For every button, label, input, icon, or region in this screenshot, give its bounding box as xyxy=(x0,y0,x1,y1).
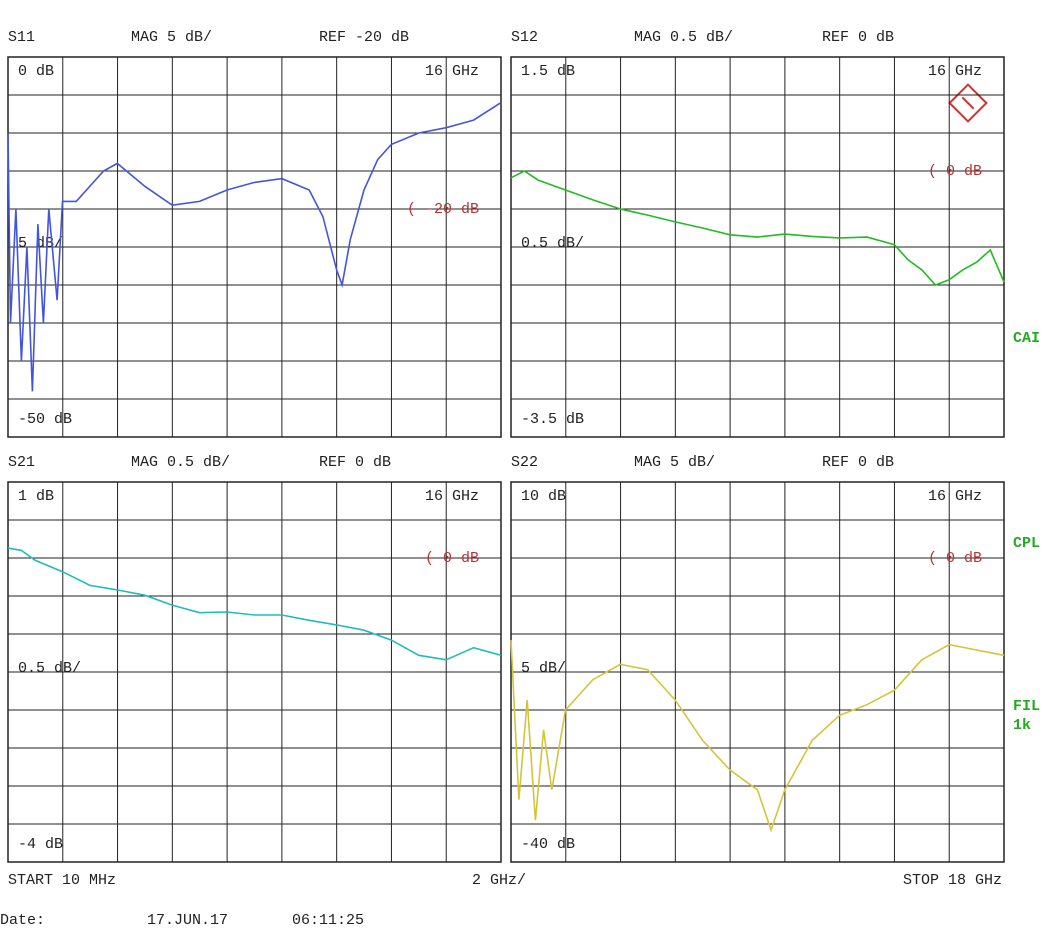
stop-label: STOP 18 GHz xyxy=(903,872,1002,889)
ref-marker: ( 0 dB xyxy=(928,163,982,180)
ref-marker: ( 0 dB xyxy=(425,550,479,567)
trace xyxy=(7,101,502,392)
top-label: 1.5 dB xyxy=(521,63,575,80)
rs-logo xyxy=(948,83,988,123)
format: MAG 0.5 dB/ xyxy=(131,454,230,471)
scale-label: 0.5 dB/ xyxy=(521,235,584,252)
format: MAG 0.5 dB/ xyxy=(634,29,733,46)
trace xyxy=(7,547,502,661)
plot-frame xyxy=(7,481,502,863)
ref-marker: ( -20 dB xyxy=(407,201,479,218)
scale-label: 5 dB/ xyxy=(18,235,63,252)
reference: REF 0 dB xyxy=(319,454,391,471)
date: 17.JUN.17 xyxy=(147,912,228,929)
time: 06:11:25 xyxy=(292,912,364,929)
trace-title: S21 xyxy=(8,454,35,471)
trace-title: S22 xyxy=(511,454,538,471)
scale-label: 5 dB/ xyxy=(521,660,566,677)
scale-label: 0.5 dB/ xyxy=(18,660,81,677)
date-label: Date: xyxy=(0,912,45,929)
trace-title: S11 xyxy=(8,29,35,46)
top-label: 1 dB xyxy=(18,488,54,505)
format: MAG 5 dB/ xyxy=(634,454,715,471)
marker-label: 16 GHz xyxy=(425,63,479,80)
side-label: CAI xyxy=(1013,330,1040,347)
marker-label: 16 GHz xyxy=(928,488,982,505)
bottom-label: -50 dB xyxy=(18,411,72,428)
reference: REF -20 dB xyxy=(319,29,409,46)
format: MAG 5 dB/ xyxy=(131,29,212,46)
bottom-label: -40 dB xyxy=(521,836,575,853)
top-label: 0 dB xyxy=(18,63,54,80)
marker-label: 16 GHz xyxy=(928,63,982,80)
plot-frame xyxy=(510,481,1005,863)
trace xyxy=(510,640,1005,833)
marker-label: 16 GHz xyxy=(425,488,479,505)
side-label: FIL xyxy=(1013,698,1040,715)
bottom-label: -4 dB xyxy=(18,836,63,853)
ref-marker: ( 0 dB xyxy=(928,550,982,567)
side-label: 1k xyxy=(1013,717,1031,734)
span-label: 2 GHz/ xyxy=(472,872,526,889)
top-label: 10 dB xyxy=(521,488,566,505)
trace xyxy=(510,170,1005,286)
side-label: CPL xyxy=(1013,535,1040,552)
bottom-label: -3.5 dB xyxy=(521,411,584,428)
plot-frame xyxy=(7,56,502,438)
reference: REF 0 dB xyxy=(822,454,894,471)
start-label: START 10 MHz xyxy=(8,872,116,889)
reference: REF 0 dB xyxy=(822,29,894,46)
trace-title: S12 xyxy=(511,29,538,46)
plot-frame xyxy=(510,56,1005,438)
